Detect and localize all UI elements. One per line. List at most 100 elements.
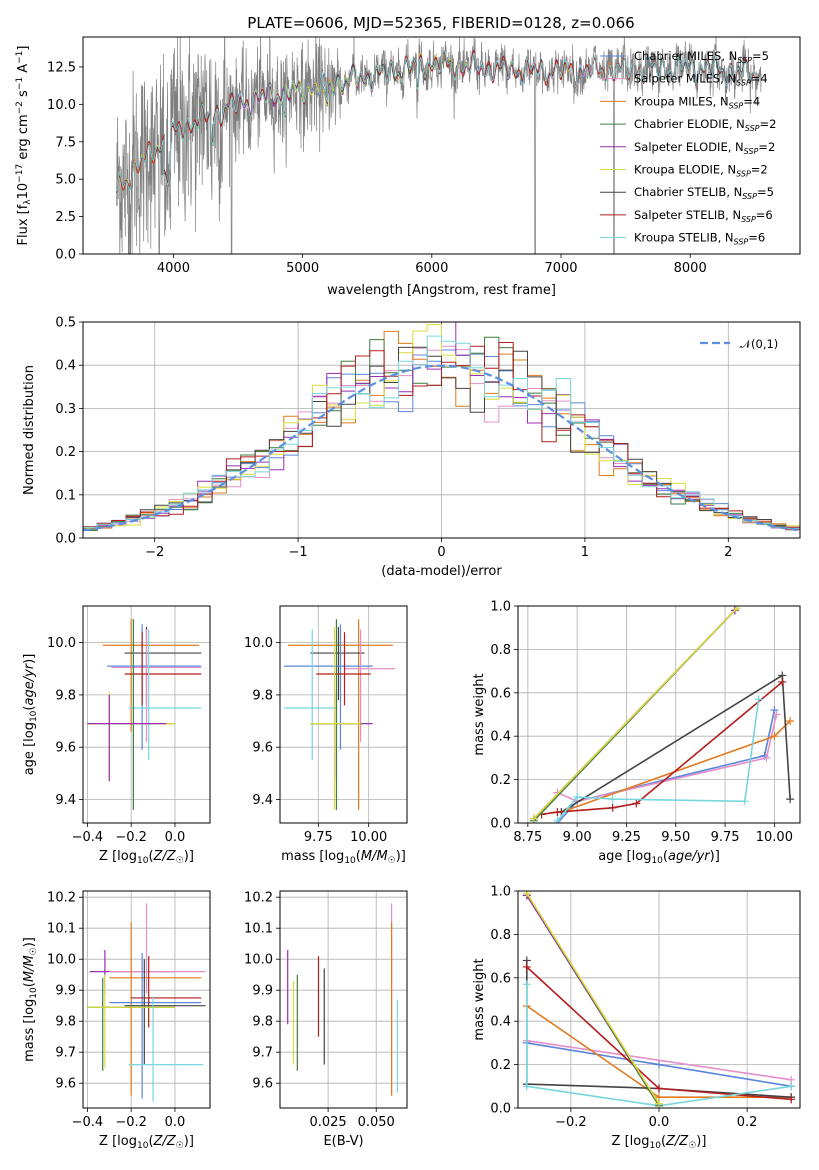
x-tick-label: 1 bbox=[581, 545, 589, 560]
plot-area-mass_vs_ebv bbox=[287, 903, 398, 1096]
y-tick-label: 2.5 bbox=[55, 210, 76, 225]
weight-line bbox=[556, 710, 776, 823]
legend-entry: Chabrier ELODIE, NSSP=2 bbox=[634, 117, 776, 133]
y-tick-label: 9.7 bbox=[55, 1046, 76, 1061]
weight-line bbox=[526, 984, 792, 1107]
weight-marker bbox=[762, 753, 771, 762]
errorbar-point bbox=[124, 632, 202, 706]
weight-marker bbox=[573, 792, 582, 801]
axes-mass_vs_Z: −0.4 −0.2 0.0 9.6 9.7 9.8 9.9 10.0 10.1 10.2 bbox=[47, 890, 211, 1130]
axes-frame bbox=[279, 605, 408, 824]
axes-residuals: −2 −1 0 1 2 0.0 0.1 0.2 0.3 0.4 0.5 𝒩(0,1) bbox=[55, 316, 801, 560]
y-tick-label: 0.0 bbox=[55, 248, 76, 263]
y-tick-label: 9.6 bbox=[252, 741, 273, 756]
y-tick-label: 7.5 bbox=[55, 135, 76, 150]
errorbar-point bbox=[111, 629, 202, 742]
x-tick-label: 0.0 bbox=[165, 830, 186, 845]
y-tick-label: 9.4 bbox=[252, 793, 273, 808]
axes-frame bbox=[517, 605, 801, 824]
y-tick-label: 9.6 bbox=[55, 741, 76, 756]
x-tick-label: −0.4 bbox=[72, 1115, 104, 1130]
axes-age_vs_Z: −0.4 −0.2 0.0 9.4 9.6 9.8 10.0 bbox=[47, 605, 211, 845]
errorbar-point bbox=[109, 903, 206, 994]
errorbar-point bbox=[128, 996, 204, 1102]
y-tick-label: 0.0 bbox=[490, 817, 511, 832]
y-tick-label: 0.0 bbox=[490, 1102, 511, 1117]
y-tick-label: 9.8 bbox=[252, 1015, 273, 1030]
y-tick-label: 9.8 bbox=[55, 1015, 76, 1030]
frame-spectrum: 4000 5000 6000 7000 8000 0.0 2.5 5.0 7.5 10.0 12.5… bbox=[47, 36, 801, 276]
x-tick-label: −0.4 bbox=[72, 830, 104, 845]
y-axis-label: mass weight bbox=[472, 958, 487, 1040]
weight-marker bbox=[522, 1082, 531, 1091]
weight-series bbox=[522, 891, 663, 1108]
weight-series bbox=[537, 677, 787, 819]
y-tick-label: 1.0 bbox=[490, 885, 511, 900]
y-axis-label: Normed distribution bbox=[22, 365, 37, 495]
frame-mass_vs_ebv: 0.025 0.050 9.6 9.7 9.8 9.9 10.0 10.1 10.2 bbox=[244, 890, 408, 1130]
weight-marker bbox=[770, 706, 779, 715]
plot-area-residuals bbox=[83, 322, 800, 532]
axes-mass_vs_ebv: 0.025 0.050 9.6 9.7 9.8 9.9 10.0 10.1 10.2 bbox=[244, 890, 408, 1130]
legend-entry: Salpeter STELIB, NSSP=6 bbox=[634, 208, 773, 224]
weight-series bbox=[553, 695, 763, 823]
errorbar-point bbox=[128, 629, 202, 761]
y-tick-label: 9.6 bbox=[252, 1077, 273, 1092]
x-tick-label: 8000 bbox=[674, 261, 707, 276]
frame-age_vs_Z: −0.4 −0.2 0.0 9.4 9.6 9.8 10.0 bbox=[47, 605, 211, 845]
y-tick-label: 0.8 bbox=[490, 643, 511, 658]
frame-weight_vs_Z: −0.2 0.0 0.2 0.0 0.2 0.4 0.6 0.8 1.0 bbox=[490, 885, 801, 1130]
weight-line bbox=[557, 714, 778, 803]
residual-histogram bbox=[83, 330, 800, 530]
y-tick-label: 10.0 bbox=[47, 636, 76, 651]
plot-area-weight_vs_age bbox=[529, 606, 795, 823]
y-tick-label: 0.6 bbox=[490, 971, 511, 986]
weight-marker bbox=[522, 962, 531, 971]
x-tick-label: 9.25 bbox=[612, 830, 641, 845]
weight-line bbox=[526, 892, 660, 1105]
x-tick-label: 10.00 bbox=[756, 830, 793, 845]
errorbar-point bbox=[102, 619, 200, 732]
x-tick-label: 2 bbox=[724, 545, 732, 560]
errorbar-point bbox=[87, 694, 167, 782]
x-tick-label: −1 bbox=[289, 545, 308, 560]
y-tick-label: 0.4 bbox=[55, 359, 76, 374]
x-tick-label: 9.75 bbox=[711, 830, 740, 845]
x-axis-label: Z [log10(Z/Z☉)] bbox=[99, 1134, 194, 1151]
y-tick-label: 9.7 bbox=[252, 1046, 273, 1061]
x-tick-label: 0.0 bbox=[165, 1115, 186, 1130]
grid-mass_vs_ebv bbox=[280, 891, 407, 1108]
axes-frame bbox=[279, 890, 408, 1109]
y-tick-label: 10.1 bbox=[244, 922, 273, 937]
x-axis-label: Z [log10(Z/Z☉)] bbox=[99, 849, 194, 866]
y-tick-label: 10.0 bbox=[244, 953, 273, 968]
weight-marker bbox=[786, 795, 795, 804]
weight-series bbox=[553, 706, 779, 823]
y-tick-label: 10.2 bbox=[47, 891, 76, 906]
legend-entry: Chabrier MILES, NSSP=5 bbox=[634, 49, 769, 65]
y-axis-label: age [log10(age/yr)] bbox=[22, 654, 39, 776]
axes-frame bbox=[82, 605, 211, 824]
axes-weight_vs_age: 8.75 9.00 9.25 9.50 9.75 10.00 0.0 0.2 0.4 0.6 0.8… bbox=[490, 600, 801, 845]
frame-mass_vs_Z: −0.4 −0.2 0.0 9.6 9.7 9.8 9.9 10.0 10.1 10.2 bbox=[47, 890, 211, 1130]
weight-marker bbox=[553, 808, 562, 817]
x-tick-label: 0.050 bbox=[358, 1115, 395, 1130]
plot-area-weight_vs_Z bbox=[522, 891, 796, 1108]
y-tick-label: 12.5 bbox=[47, 60, 76, 75]
legend-entry: Kroupa ELODIE, NSSP=2 bbox=[634, 163, 768, 179]
weight-marker bbox=[787, 1095, 796, 1104]
x-tick-label: 5000 bbox=[286, 261, 319, 276]
x-tick-label: −2 bbox=[145, 545, 164, 560]
legend-entry: Kroupa STELIB, NSSP=6 bbox=[634, 231, 765, 247]
spectrum-model-line bbox=[116, 50, 756, 192]
weight-marker bbox=[786, 717, 795, 726]
y-tick-label: 0.6 bbox=[490, 686, 511, 701]
y-tick-label: 0.1 bbox=[55, 488, 76, 503]
y-axis-label: mass [log10(M/M☉)] bbox=[22, 937, 39, 1062]
x-tick-label: 6000 bbox=[415, 261, 448, 276]
axes-frame bbox=[82, 36, 801, 255]
weight-marker bbox=[787, 1082, 796, 1091]
x-tick-label: 0.2 bbox=[737, 1115, 758, 1130]
legend-entry: 𝒩(0,1) bbox=[740, 337, 778, 351]
